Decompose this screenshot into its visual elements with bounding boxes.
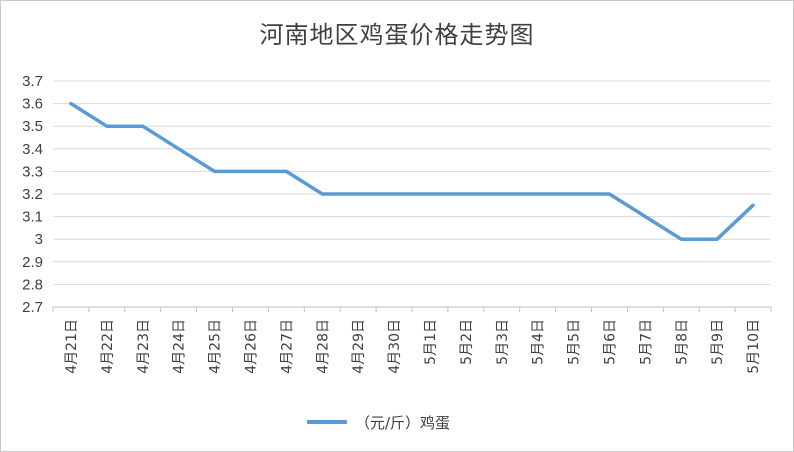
y-tick-label: 2.9 xyxy=(22,254,43,271)
x-tick-label: 4月21日 xyxy=(64,319,80,374)
chart-title: 河南地区鸡蛋价格走势图 xyxy=(259,21,535,49)
x-tick-label: 5月5日 xyxy=(567,319,583,365)
x-tick-label: 5月2日 xyxy=(459,319,475,365)
legend-swatch xyxy=(307,420,347,424)
x-tick-label: 4月24日 xyxy=(172,319,188,374)
x-tick-label: 5月8日 xyxy=(674,319,690,365)
x-tick-label: 4月25日 xyxy=(208,319,224,374)
x-tick-label: 4月29日 xyxy=(351,319,367,374)
y-tick-label: 3.1 xyxy=(22,209,43,226)
x-tick-label: 4月26日 xyxy=(243,319,259,374)
x-tick-label: 5月6日 xyxy=(602,319,618,365)
x-tick-label: 4月30日 xyxy=(387,319,403,374)
y-tick-label: 3.7 xyxy=(22,73,43,90)
y-tick-label: 3.5 xyxy=(22,118,43,135)
x-tick-label: 5月7日 xyxy=(638,319,654,365)
series-line xyxy=(69,101,755,241)
x-tick-label: 4月23日 xyxy=(136,319,152,374)
x-tick-label: 5月3日 xyxy=(495,319,511,365)
y-tick-label: 3.3 xyxy=(22,163,43,180)
x-tick-label: 5月10日 xyxy=(746,319,762,374)
x-tick-label: 5月4日 xyxy=(531,319,547,365)
y-tick-label: 2.7 xyxy=(22,299,43,316)
legend-label: （元/斤）鸡蛋 xyxy=(355,413,451,432)
x-tick-label: 4月27日 xyxy=(279,319,295,374)
y-tick-label: 3.6 xyxy=(22,96,43,113)
y-tick-label: 3 xyxy=(35,231,43,248)
x-tick-label: 4月28日 xyxy=(315,319,331,374)
y-tick-label: 2.8 xyxy=(22,276,43,293)
x-tick-label: 5月1日 xyxy=(423,319,439,365)
y-tick-label: 3.4 xyxy=(22,141,43,158)
legend: （元/斤）鸡蛋 xyxy=(307,411,450,433)
x-tick-label: 5月9日 xyxy=(710,319,726,365)
x-tick-label: 4月22日 xyxy=(100,319,116,374)
y-tick-label: 3.2 xyxy=(22,186,43,203)
